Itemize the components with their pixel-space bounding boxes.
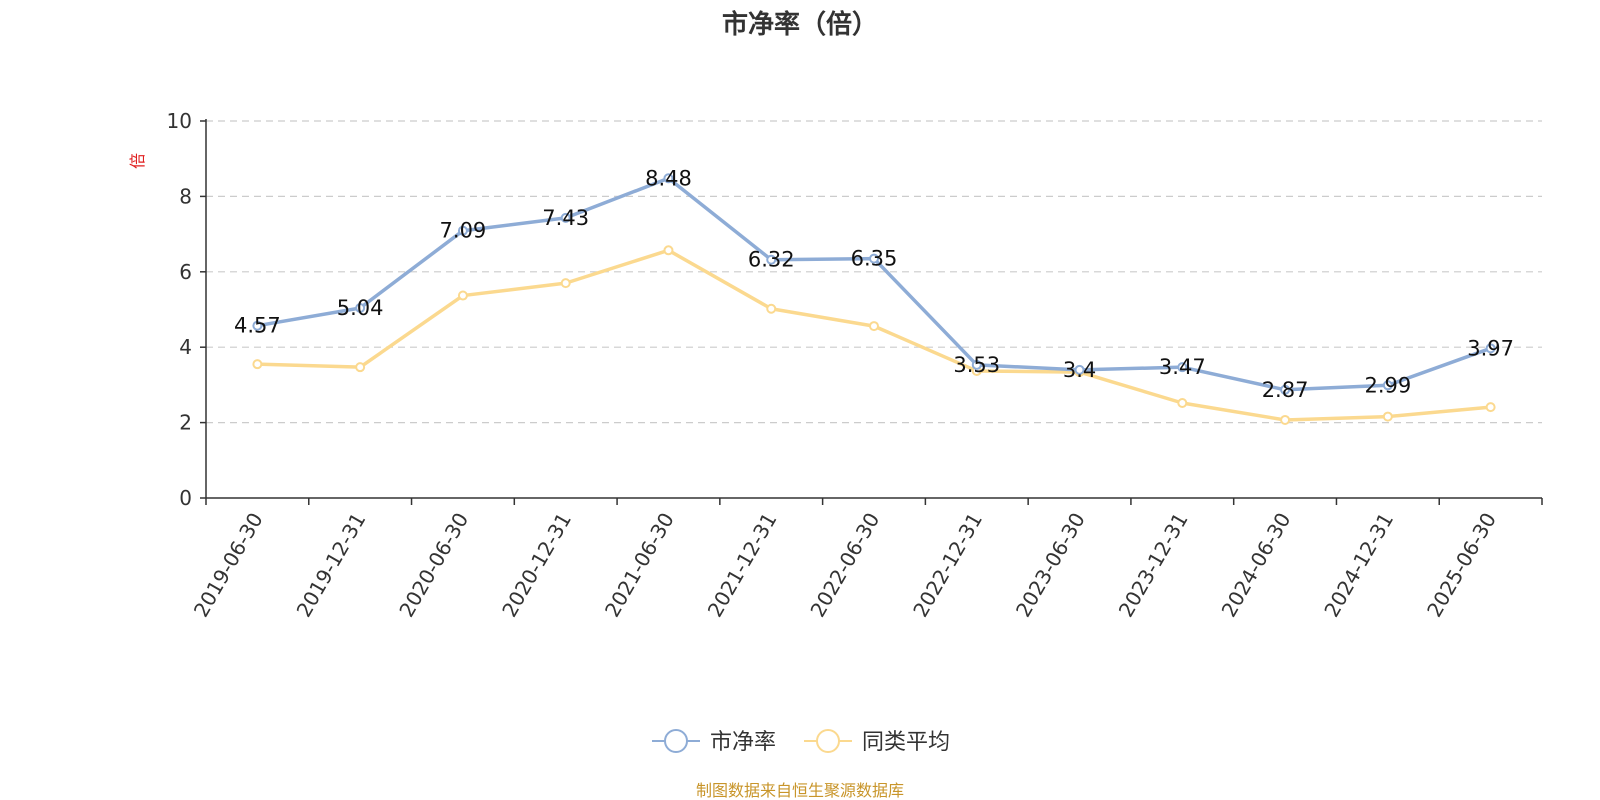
legend-item-0[interactable]: 市净率 [652, 729, 776, 755]
data-point[interactable] [1280, 384, 1291, 395]
data-label: 5.04 [337, 296, 384, 320]
data-point[interactable] [252, 359, 263, 370]
y-axis-ticks: 0 2 4 6 8 10 [167, 109, 206, 510]
x-tick-label: 2020-06-30 [394, 509, 473, 622]
data-point[interactable] [869, 321, 879, 332]
series-line-0 [257, 176, 1492, 392]
data-point[interactable] [252, 320, 263, 331]
data-point[interactable] [766, 303, 777, 314]
x-tick-label: 2019-12-31 [292, 509, 371, 622]
y-tick-label: 0 [179, 486, 192, 510]
data-label: 2.99 [1364, 373, 1411, 397]
data-point[interactable] [663, 245, 674, 256]
data-label: 6.32 [748, 248, 795, 272]
y-axis-label: 倍 [128, 153, 147, 169]
data-label: 8.48 [645, 166, 692, 190]
x-tick-label: 2022-12-31 [908, 509, 987, 622]
x-tick-label: 2024-12-31 [1319, 509, 1398, 622]
y-tick-label: 2 [179, 411, 192, 435]
x-axis-ticks: 2019-06-30 2019-12-31 2020-06-30 2020-12-31… [189, 498, 1543, 622]
data-point[interactable] [355, 302, 366, 313]
data-point[interactable] [355, 362, 366, 373]
x-tick-label: 2021-12-31 [703, 509, 782, 622]
grid-lines [206, 120, 1542, 424]
data-label: 7.09 [440, 219, 487, 243]
chart-title: 市净率（倍） [722, 9, 878, 40]
data-label: 2.87 [1262, 378, 1309, 402]
data-label: 3.4 [1063, 358, 1096, 382]
data-point[interactable] [457, 290, 468, 301]
legend-swatch-marker [816, 729, 840, 753]
data-point[interactable] [1485, 402, 1496, 413]
data-point[interactable] [457, 225, 468, 236]
data-label: 6.35 [851, 247, 898, 271]
data-labels: 4.57 5.04 7.09 7.43 8.48 6.32 6.35 3.53 3.4 3.47 2… [234, 166, 1514, 401]
x-tick-label: 2020-12-31 [497, 509, 576, 622]
x-tick-label: 2023-12-31 [1114, 509, 1193, 622]
data-point[interactable] [971, 359, 982, 370]
data-point[interactable] [560, 278, 571, 289]
data-point[interactable] [560, 212, 571, 223]
source-note: 制图数据来自恒生聚源数据库 [696, 781, 904, 800]
data-point[interactable] [1485, 343, 1496, 354]
x-tick-label: 2025-06-30 [1422, 509, 1501, 622]
y-tick-label: 4 [179, 335, 192, 359]
data-label: 4.57 [234, 314, 281, 338]
data-point[interactable] [1074, 364, 1085, 375]
legend-swatch-marker [664, 729, 688, 753]
legend-item-1[interactable]: 同类平均 [804, 729, 950, 755]
y-tick-label: 6 [179, 260, 192, 284]
legend-label: 市净率 [710, 730, 776, 755]
data-point[interactable] [1280, 414, 1291, 425]
y-tick-label: 8 [179, 184, 192, 208]
data-point[interactable] [1177, 362, 1188, 373]
x-tick-label: 2022-06-30 [805, 509, 884, 622]
series-layer [252, 173, 1496, 425]
data-label: 3.47 [1159, 355, 1206, 379]
x-tick-label: 2021-06-30 [600, 509, 679, 622]
data-label: 3.53 [953, 353, 1000, 377]
data-point[interactable] [663, 173, 674, 184]
x-tick-label: 2024-06-30 [1217, 509, 1296, 622]
x-tick-label: 2023-06-30 [1011, 509, 1090, 622]
y-tick-label: 10 [167, 109, 192, 133]
data-point[interactable] [1382, 380, 1393, 391]
data-point[interactable] [869, 253, 879, 264]
data-point[interactable] [1382, 411, 1393, 422]
x-tick-label: 2019-06-30 [189, 509, 268, 622]
legend[interactable]: 市净率 同类平均 [652, 729, 950, 755]
data-label: 3.97 [1467, 336, 1514, 360]
data-point[interactable] [766, 254, 777, 265]
data-point[interactable] [1177, 397, 1188, 408]
axes [205, 119, 1542, 499]
data-label: 7.43 [542, 206, 589, 230]
legend-label: 同类平均 [862, 730, 950, 755]
